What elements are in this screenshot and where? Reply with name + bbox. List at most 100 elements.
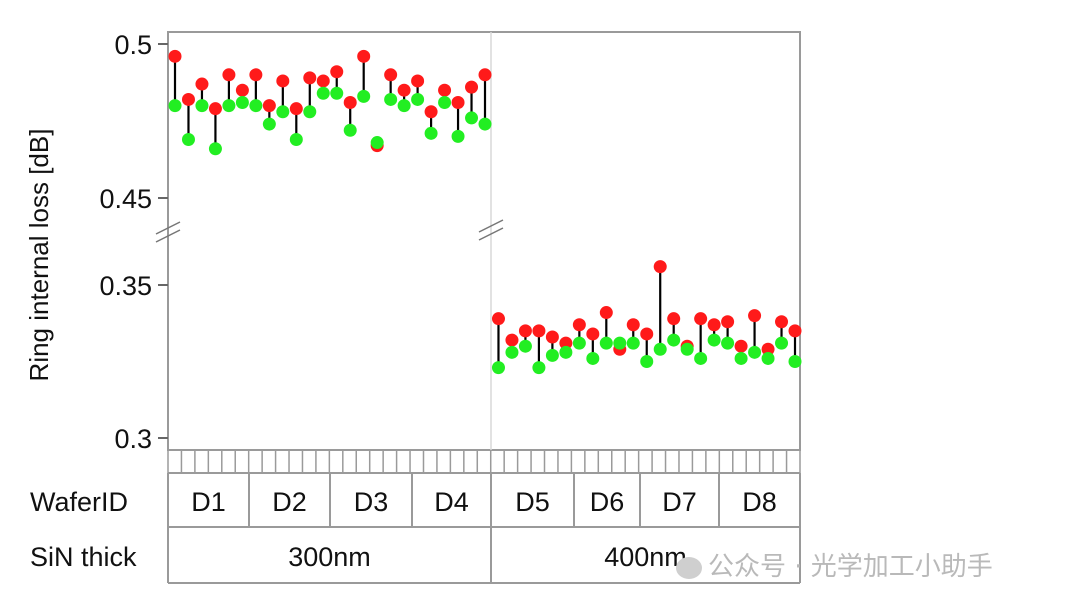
point-green-7 xyxy=(262,117,276,131)
axis-break-mark-0-0 xyxy=(155,221,181,235)
point-red-42 xyxy=(734,339,748,353)
point-red-31 xyxy=(586,327,600,341)
point-red-17 xyxy=(397,83,411,97)
point-red-27 xyxy=(532,324,546,338)
point-green-5 xyxy=(235,96,249,110)
point-green-43 xyxy=(748,345,762,359)
point-green-8 xyxy=(276,105,290,119)
thick-cell-1: 400nm xyxy=(604,542,687,572)
point-red-44 xyxy=(761,342,775,356)
plot-frame xyxy=(167,31,801,451)
point-red-3 xyxy=(208,102,222,116)
point-green-10 xyxy=(303,105,317,119)
point-green-17 xyxy=(397,99,411,113)
point-green-32 xyxy=(599,336,613,350)
y-axis-label: Ring internal loss [dB] xyxy=(24,129,54,382)
point-green-23 xyxy=(478,117,492,131)
point-red-0 xyxy=(168,49,182,63)
point-green-4 xyxy=(222,99,236,113)
thick-cell-0: 300nm xyxy=(288,542,371,572)
point-red-2 xyxy=(195,77,209,91)
point-red-34 xyxy=(626,318,640,332)
point-green-45 xyxy=(775,336,789,350)
wafer-cell-D6: D6 xyxy=(590,487,625,517)
point-red-9 xyxy=(289,102,303,116)
wafer-cell-D2: D2 xyxy=(272,487,307,517)
point-green-0 xyxy=(168,99,182,113)
row-label-thick: SiN thick xyxy=(30,542,137,572)
point-red-5 xyxy=(235,83,249,97)
wafer-cell-D1: D1 xyxy=(191,487,226,517)
point-red-26 xyxy=(518,324,532,338)
point-red-32 xyxy=(599,306,613,320)
point-green-20 xyxy=(438,96,452,110)
point-green-29 xyxy=(559,345,573,359)
point-red-46 xyxy=(788,324,802,338)
wafer-cell-D5: D5 xyxy=(515,487,550,517)
point-green-22 xyxy=(465,111,479,125)
point-red-36 xyxy=(653,260,667,274)
point-green-26 xyxy=(518,339,532,353)
watermark-text: 公众号 · 光学加工小助手 xyxy=(708,552,993,582)
point-green-25 xyxy=(505,345,519,359)
point-red-29 xyxy=(559,336,573,350)
point-green-9 xyxy=(289,132,303,146)
point-red-7 xyxy=(262,99,276,113)
point-green-6 xyxy=(249,99,263,113)
wafer-cell-D8: D8 xyxy=(742,487,777,517)
watermark: 公众号 · 光学加工小助手 xyxy=(676,546,993,583)
point-green-3 xyxy=(208,142,222,156)
point-red-30 xyxy=(572,318,586,332)
point-red-18 xyxy=(411,74,425,88)
point-red-14 xyxy=(357,49,371,63)
point-red-35 xyxy=(640,327,654,341)
point-green-39 xyxy=(694,351,708,365)
point-green-35 xyxy=(640,355,654,368)
point-green-44 xyxy=(761,351,775,365)
point-red-16 xyxy=(384,68,398,82)
point-red-28 xyxy=(545,330,559,344)
point-red-19 xyxy=(424,105,438,119)
y-tick-label: 0.45 xyxy=(99,184,152,214)
point-green-24 xyxy=(491,361,505,375)
point-green-16 xyxy=(384,92,398,106)
point-red-43 xyxy=(748,309,762,323)
point-green-15 xyxy=(370,136,384,150)
point-red-37 xyxy=(667,312,681,326)
point-red-1 xyxy=(181,92,195,106)
point-green-31 xyxy=(586,351,600,365)
point-green-13 xyxy=(343,123,357,137)
row-label-wafer: WaferID xyxy=(30,487,128,517)
point-red-21 xyxy=(451,96,465,110)
point-red-45 xyxy=(775,315,789,329)
point-green-38 xyxy=(680,342,694,356)
point-red-11 xyxy=(316,74,330,88)
point-red-24 xyxy=(491,312,505,326)
point-green-40 xyxy=(707,333,721,347)
point-green-2 xyxy=(195,99,209,113)
axis-break-mark-1-0 xyxy=(478,219,504,233)
point-red-39 xyxy=(694,312,708,326)
point-green-21 xyxy=(451,129,465,143)
point-green-14 xyxy=(357,89,371,103)
point-green-1 xyxy=(181,132,195,146)
point-red-10 xyxy=(303,71,317,85)
point-green-28 xyxy=(545,348,559,362)
point-red-41 xyxy=(721,315,735,329)
point-green-18 xyxy=(411,92,425,106)
wafer-cell-D3: D3 xyxy=(354,487,389,517)
point-green-19 xyxy=(424,126,438,140)
point-green-27 xyxy=(532,361,546,375)
wafer-cell-D4: D4 xyxy=(434,487,469,517)
point-red-4 xyxy=(222,68,236,82)
point-green-42 xyxy=(734,351,748,365)
axis-break-mark-1-1 xyxy=(478,227,504,241)
point-green-41 xyxy=(721,336,735,350)
point-green-12 xyxy=(330,86,344,100)
point-green-34 xyxy=(626,336,640,350)
point-green-30 xyxy=(572,336,586,350)
point-red-12 xyxy=(330,65,344,79)
point-red-23 xyxy=(478,68,492,82)
point-green-33 xyxy=(613,336,627,350)
